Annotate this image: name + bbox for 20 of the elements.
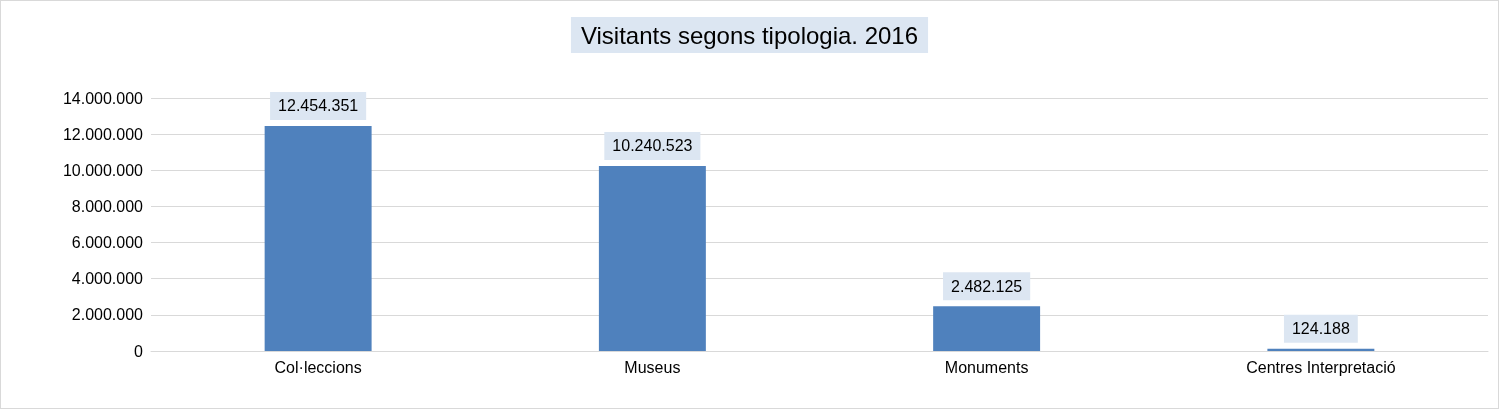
- y-tick-label: 8.000.000: [71, 197, 144, 215]
- data-label: 124.188: [1291, 320, 1350, 338]
- y-tick-label: 4.000.000: [71, 270, 144, 288]
- x-tick-label: Museus: [624, 358, 681, 376]
- y-tick-label: 2.000.000: [71, 306, 144, 324]
- data-label: 12.454.351: [278, 97, 359, 115]
- bar: [264, 125, 372, 351]
- y-tick-label: 14.000.000: [62, 89, 144, 107]
- y-tick-label: 10.000.000: [62, 161, 144, 179]
- bar: [598, 165, 706, 351]
- x-tick-label: Col·leccions: [274, 358, 362, 376]
- data-label: 10.240.523: [612, 137, 693, 155]
- chart-title: Visitants segons tipologia. 2016: [580, 21, 919, 49]
- data-label: 2.482.125: [951, 277, 1023, 295]
- bar: [933, 306, 1041, 351]
- y-tick-label: 12.000.000: [62, 125, 144, 143]
- y-tick-label: 6.000.000: [71, 234, 144, 252]
- x-tick-label: Centres Interpretació: [1246, 358, 1396, 376]
- x-tick-label: Monuments: [944, 358, 1029, 376]
- y-tick-label: 0: [134, 342, 144, 360]
